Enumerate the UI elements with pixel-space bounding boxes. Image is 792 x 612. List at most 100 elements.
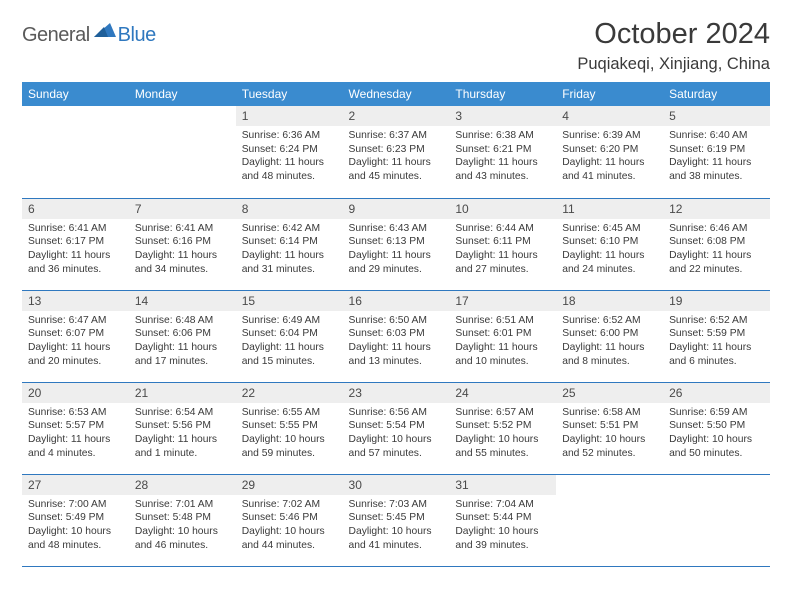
calendar-cell: 13Sunrise: 6:47 AMSunset: 6:07 PMDayligh… [22,290,129,382]
day-number: 12 [663,199,770,219]
day-number: 31 [449,475,556,495]
calendar-row: ....1Sunrise: 6:36 AMSunset: 6:24 PMDayl… [22,106,770,198]
logo: General Blue [22,24,156,47]
calendar-row: 20Sunrise: 6:53 AMSunset: 5:57 PMDayligh… [22,382,770,474]
day-number: 9 [343,199,450,219]
calendar-cell: 18Sunrise: 6:52 AMSunset: 6:00 PMDayligh… [556,290,663,382]
weekday-header: Saturday [663,82,770,106]
day-number: 6 [22,199,129,219]
day-number: 24 [449,383,556,403]
day-body: Sunrise: 6:36 AMSunset: 6:24 PMDaylight:… [236,126,343,188]
day-number: 26 [663,383,770,403]
calendar-cell: 4Sunrise: 6:39 AMSunset: 6:20 PMDaylight… [556,106,663,198]
logo-triangle-icon [94,21,116,42]
weekday-header: Tuesday [236,82,343,106]
calendar-cell: 10Sunrise: 6:44 AMSunset: 6:11 PMDayligh… [449,198,556,290]
day-number: 21 [129,383,236,403]
calendar-cell: 7Sunrise: 6:41 AMSunset: 6:16 PMDaylight… [129,198,236,290]
day-body: Sunrise: 7:04 AMSunset: 5:44 PMDaylight:… [449,495,556,557]
calendar-cell: 12Sunrise: 6:46 AMSunset: 6:08 PMDayligh… [663,198,770,290]
calendar-row: 27Sunrise: 7:00 AMSunset: 5:49 PMDayligh… [22,474,770,566]
weekday-header: Sunday [22,82,129,106]
day-body: Sunrise: 7:01 AMSunset: 5:48 PMDaylight:… [129,495,236,557]
day-body: Sunrise: 7:00 AMSunset: 5:49 PMDaylight:… [22,495,129,557]
day-number: 29 [236,475,343,495]
calendar-cell: 6Sunrise: 6:41 AMSunset: 6:17 PMDaylight… [22,198,129,290]
day-number: 15 [236,291,343,311]
calendar-cell: 19Sunrise: 6:52 AMSunset: 5:59 PMDayligh… [663,290,770,382]
day-number: 27 [22,475,129,495]
calendar-cell: .. [129,106,236,198]
calendar-cell: 24Sunrise: 6:57 AMSunset: 5:52 PMDayligh… [449,382,556,474]
day-number: 5 [663,106,770,126]
day-body: Sunrise: 6:52 AMSunset: 5:59 PMDaylight:… [663,311,770,373]
day-number: 25 [556,383,663,403]
calendar-cell: 27Sunrise: 7:00 AMSunset: 5:49 PMDayligh… [22,474,129,566]
day-number: 19 [663,291,770,311]
day-number: 13 [22,291,129,311]
day-body: Sunrise: 6:55 AMSunset: 5:55 PMDaylight:… [236,403,343,465]
day-number: 10 [449,199,556,219]
calendar-cell: 26Sunrise: 6:59 AMSunset: 5:50 PMDayligh… [663,382,770,474]
calendar-row: 6Sunrise: 6:41 AMSunset: 6:17 PMDaylight… [22,198,770,290]
day-body: Sunrise: 6:59 AMSunset: 5:50 PMDaylight:… [663,403,770,465]
day-body: Sunrise: 6:48 AMSunset: 6:06 PMDaylight:… [129,311,236,373]
calendar-cell: .. [663,474,770,566]
day-body: Sunrise: 6:54 AMSunset: 5:56 PMDaylight:… [129,403,236,465]
calendar-cell: 11Sunrise: 6:45 AMSunset: 6:10 PMDayligh… [556,198,663,290]
page-title: October 2024 [577,18,770,51]
calendar-cell: 30Sunrise: 7:03 AMSunset: 5:45 PMDayligh… [343,474,450,566]
calendar-cell: 17Sunrise: 6:51 AMSunset: 6:01 PMDayligh… [449,290,556,382]
weekday-header: Wednesday [343,82,450,106]
day-number: 3 [449,106,556,126]
day-body: Sunrise: 6:44 AMSunset: 6:11 PMDaylight:… [449,219,556,281]
calendar-cell: 9Sunrise: 6:43 AMSunset: 6:13 PMDaylight… [343,198,450,290]
calendar-table: Sunday Monday Tuesday Wednesday Thursday… [22,82,770,567]
day-number: 8 [236,199,343,219]
day-number: 30 [343,475,450,495]
day-body: Sunrise: 6:52 AMSunset: 6:00 PMDaylight:… [556,311,663,373]
calendar-cell: 16Sunrise: 6:50 AMSunset: 6:03 PMDayligh… [343,290,450,382]
day-body: Sunrise: 6:57 AMSunset: 5:52 PMDaylight:… [449,403,556,465]
calendar-cell: 23Sunrise: 6:56 AMSunset: 5:54 PMDayligh… [343,382,450,474]
day-body: Sunrise: 6:47 AMSunset: 6:07 PMDaylight:… [22,311,129,373]
calendar-cell: 29Sunrise: 7:02 AMSunset: 5:46 PMDayligh… [236,474,343,566]
day-body: Sunrise: 6:56 AMSunset: 5:54 PMDaylight:… [343,403,450,465]
day-number: 14 [129,291,236,311]
day-body: Sunrise: 6:53 AMSunset: 5:57 PMDaylight:… [22,403,129,465]
day-body: Sunrise: 6:39 AMSunset: 6:20 PMDaylight:… [556,126,663,188]
weekday-header: Thursday [449,82,556,106]
day-body: Sunrise: 6:41 AMSunset: 6:16 PMDaylight:… [129,219,236,281]
weekday-header-row: Sunday Monday Tuesday Wednesday Thursday… [22,82,770,106]
day-body: Sunrise: 6:41 AMSunset: 6:17 PMDaylight:… [22,219,129,281]
calendar-cell: 20Sunrise: 6:53 AMSunset: 5:57 PMDayligh… [22,382,129,474]
calendar-cell: 25Sunrise: 6:58 AMSunset: 5:51 PMDayligh… [556,382,663,474]
day-number: 16 [343,291,450,311]
calendar-cell: 3Sunrise: 6:38 AMSunset: 6:21 PMDaylight… [449,106,556,198]
day-number: 18 [556,291,663,311]
day-body: Sunrise: 7:02 AMSunset: 5:46 PMDaylight:… [236,495,343,557]
day-body: Sunrise: 6:49 AMSunset: 6:04 PMDaylight:… [236,311,343,373]
day-body: Sunrise: 6:50 AMSunset: 6:03 PMDaylight:… [343,311,450,373]
day-body: Sunrise: 6:51 AMSunset: 6:01 PMDaylight:… [449,311,556,373]
day-body: Sunrise: 7:03 AMSunset: 5:45 PMDaylight:… [343,495,450,557]
logo-text-blue: Blue [118,24,156,47]
day-body: Sunrise: 6:58 AMSunset: 5:51 PMDaylight:… [556,403,663,465]
day-number: 22 [236,383,343,403]
title-block: October 2024 Puqiakeqi, Xinjiang, China [577,18,770,74]
day-body: Sunrise: 6:38 AMSunset: 6:21 PMDaylight:… [449,126,556,188]
calendar-cell: 31Sunrise: 7:04 AMSunset: 5:44 PMDayligh… [449,474,556,566]
calendar-cell: 1Sunrise: 6:36 AMSunset: 6:24 PMDaylight… [236,106,343,198]
calendar-cell: 28Sunrise: 7:01 AMSunset: 5:48 PMDayligh… [129,474,236,566]
calendar-cell: 2Sunrise: 6:37 AMSunset: 6:23 PMDaylight… [343,106,450,198]
day-body: Sunrise: 6:46 AMSunset: 6:08 PMDaylight:… [663,219,770,281]
day-body: Sunrise: 6:45 AMSunset: 6:10 PMDaylight:… [556,219,663,281]
calendar-cell: .. [556,474,663,566]
day-body: Sunrise: 6:42 AMSunset: 6:14 PMDaylight:… [236,219,343,281]
day-body: Sunrise: 6:43 AMSunset: 6:13 PMDaylight:… [343,219,450,281]
day-number: 1 [236,106,343,126]
day-number: 4 [556,106,663,126]
weekday-header: Friday [556,82,663,106]
weekday-header: Monday [129,82,236,106]
location: Puqiakeqi, Xinjiang, China [577,55,770,74]
